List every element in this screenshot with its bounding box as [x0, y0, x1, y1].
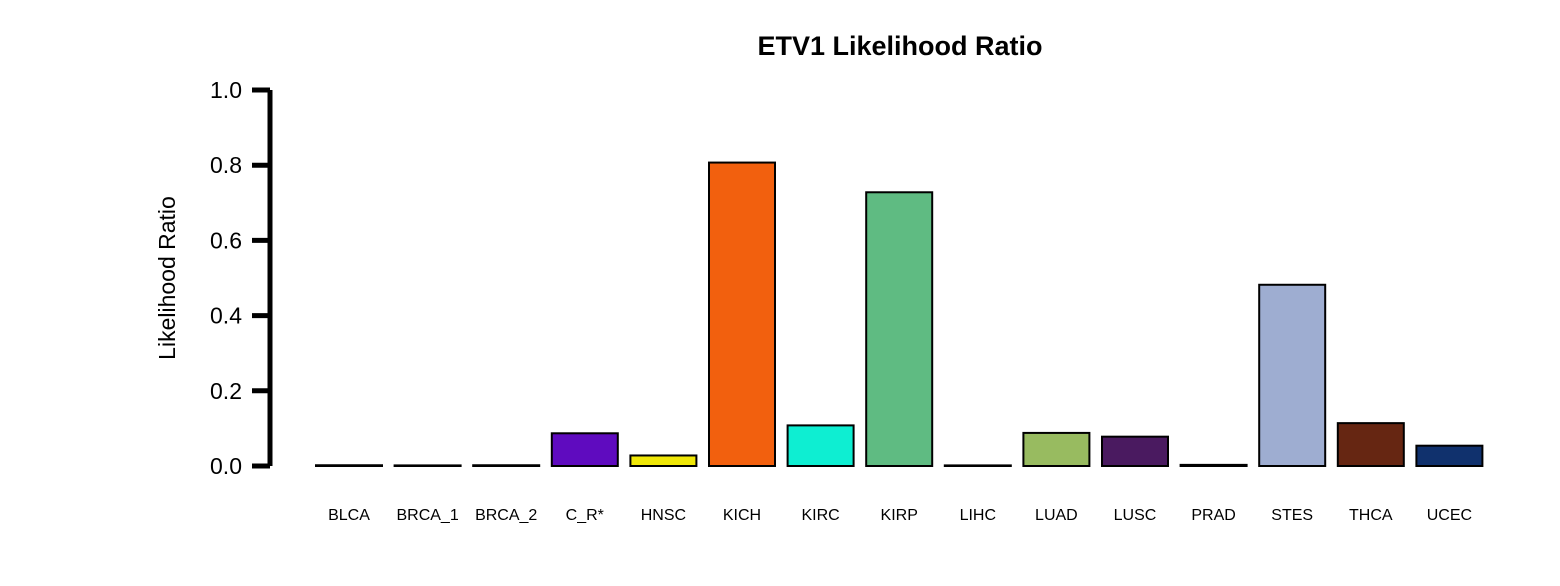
bar-brca-2 [472, 464, 541, 467]
bar-blca [315, 464, 383, 467]
y-axis-label: Likelihood Ratio [154, 196, 180, 360]
bar-kirp [865, 191, 934, 467]
x-tick-label: STES [1271, 507, 1313, 524]
x-tick-label: KICH [723, 507, 761, 524]
bar-kich [708, 161, 776, 467]
x-tick-label: BRCA_2 [475, 507, 537, 524]
y-tick-label: 0.4 [210, 303, 242, 329]
bars-group [315, 161, 1484, 468]
bar-kirc [786, 424, 855, 467]
x-tick-label: PRAD [1191, 507, 1235, 524]
x-tick-label: UCEC [1427, 507, 1472, 524]
y-axis: 0.0 0.2 0.4 0.6 0.8 1.0 [210, 77, 273, 479]
x-tick-label: LIHC [960, 507, 996, 524]
bar-stes [1258, 283, 1327, 467]
bar-lusc [1101, 435, 1169, 467]
y-tick-label: 0.6 [210, 227, 242, 253]
x-tick-label: LUSC [1114, 507, 1157, 524]
x-tick-label: KIRP [881, 507, 918, 524]
y-tick-label: 0.2 [210, 378, 242, 404]
bar-lihc [943, 464, 1012, 467]
x-tick-label: BRCA_1 [396, 507, 458, 524]
y-tick-label: 0.0 [210, 453, 242, 479]
bar-hnsc [629, 454, 698, 467]
x-tick-label: THCA [1349, 507, 1393, 524]
bar-brca-1 [393, 464, 462, 467]
bar-luad [1022, 431, 1091, 467]
y-tick-label: 0.8 [210, 152, 242, 178]
bar-prad [1179, 463, 1248, 468]
x-tick-label: C_R* [566, 507, 604, 524]
x-tick-labels: BLCA BRCA_1 BRCA_2 C_R* HNSC KICH KIRC KIRP LIHC… [328, 507, 1472, 524]
bar-ucec [1415, 444, 1484, 468]
x-tick-label: BLCA [328, 507, 370, 524]
chart-title: ETV1 Likelihood Ratio [757, 31, 1042, 61]
x-tick-label: LUAD [1035, 507, 1078, 524]
x-tick-label: HNSC [641, 507, 686, 524]
y-tick-label: 1.0 [210, 77, 242, 103]
bar-thca [1336, 422, 1405, 467]
x-tick-label: KIRC [801, 507, 839, 524]
bar-c-r [550, 432, 619, 467]
